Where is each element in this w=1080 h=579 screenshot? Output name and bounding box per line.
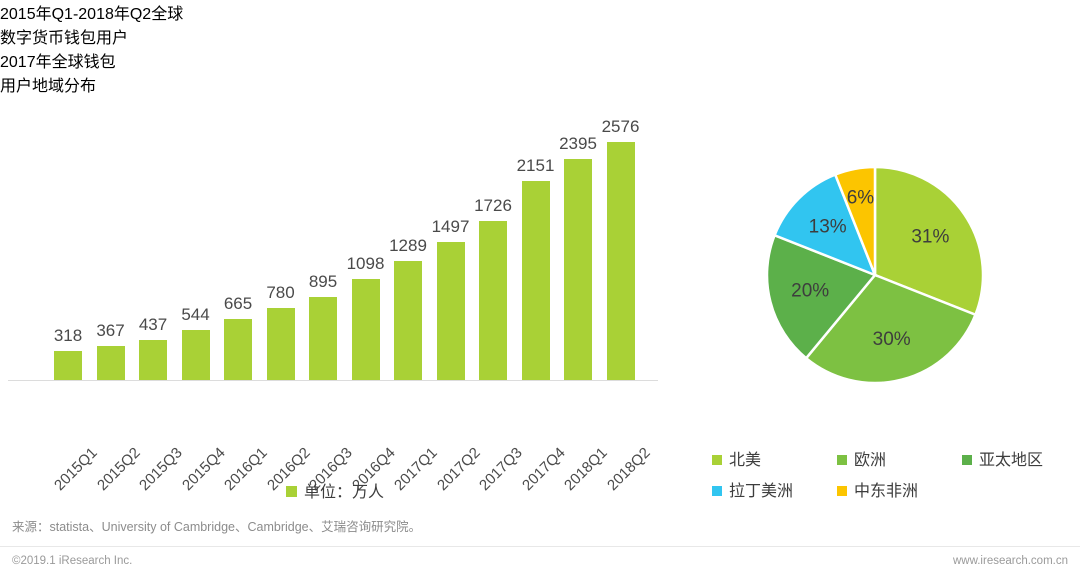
- pie-chart-title-line1: 2017年全球钱包: [0, 54, 116, 71]
- bar-value-label: 895: [308, 272, 338, 292]
- bar-rect[interactable]: [54, 350, 82, 380]
- pie-legend-item[interactable]: 北美: [712, 446, 761, 470]
- bar-column: 2151: [515, 100, 557, 380]
- pie-legend-item[interactable]: 亚太地区: [962, 446, 1043, 470]
- pie-legend-label: 欧洲: [854, 452, 887, 469]
- legend-swatch-icon: [837, 455, 847, 465]
- bar-chart-title-line1: 2015年Q1-2018年Q2全球: [0, 6, 184, 23]
- pie-slice[interactable]: [765, 233, 878, 360]
- bar-rect[interactable]: [309, 297, 337, 380]
- pie-legend-label: 拉丁美洲: [729, 483, 794, 500]
- bar-column: 1726: [472, 100, 514, 380]
- bar-rect[interactable]: [351, 278, 380, 380]
- bar-rect[interactable]: [479, 220, 507, 380]
- bar-chart-legend: 单位：万人: [0, 478, 670, 502]
- pie-slice[interactable]: [772, 172, 878, 278]
- bar-x-axis-line: [8, 380, 658, 381]
- bar-column: 318: [47, 100, 89, 380]
- source-note: 来源：statista、University of Cambridge、Camb…: [12, 520, 422, 534]
- pie-legend-label: 中东非洲: [854, 483, 919, 500]
- pie-slice-label: 30%: [873, 329, 911, 350]
- bar-rect[interactable]: [521, 181, 550, 380]
- bar-value-label: 780: [266, 282, 295, 302]
- bar-column: 437: [132, 100, 174, 380]
- pie-slice[interactable]: [833, 165, 877, 276]
- footer-bar: ©2019.1 iResearch Inc. www.iresearch.com…: [0, 546, 1080, 579]
- bar-value-label: 1497: [431, 216, 470, 236]
- bar-value-label: 665: [223, 293, 253, 313]
- bar-value-label: 1289: [389, 235, 427, 255]
- bar-column: 780: [260, 100, 302, 380]
- legend-swatch-icon: [962, 455, 972, 465]
- legend-swatch-icon: [285, 486, 297, 497]
- pie-slice[interactable]: [804, 273, 978, 385]
- bar-column: 665: [217, 100, 259, 380]
- pie-chart-legend: 北美 欧洲 亚太地区拉丁美洲 中东非洲: [712, 446, 1072, 508]
- bar-rect[interactable]: [394, 260, 422, 380]
- bar-value-label: 367: [96, 321, 125, 341]
- bar-rect[interactable]: [606, 142, 635, 380]
- bar-value-label: 437: [138, 314, 168, 334]
- bar-value-label: 544: [181, 304, 210, 324]
- bar-column: 895: [302, 100, 344, 380]
- pie-legend-item[interactable]: 欧洲: [837, 446, 886, 470]
- bar-column: 1098: [345, 100, 387, 380]
- bar-column: 2395: [557, 100, 599, 380]
- pie-slice-label: 13%: [809, 217, 847, 238]
- bar-column: 367: [90, 100, 132, 380]
- legend-swatch-icon: [837, 486, 847, 496]
- bar-value-label: 1098: [346, 253, 385, 273]
- pie-slice-label: 31%: [911, 226, 949, 247]
- legend-swatch-icon: [712, 486, 722, 496]
- bar-value-label: 2576: [601, 117, 640, 136]
- bar-value-label: 2151: [516, 156, 555, 176]
- bar-rect[interactable]: [224, 318, 252, 380]
- bar-chart: 318 367 437 544 665 780 895 1098 1289 1497 1726 215…: [0, 100, 670, 494]
- pie-legend-item[interactable]: 拉丁美洲: [712, 477, 793, 501]
- bar-rect[interactable]: [96, 346, 125, 380]
- pie-slice-label: 20%: [791, 281, 829, 302]
- pie-slice[interactable]: [873, 165, 985, 317]
- pie-slice-label: 6%: [847, 188, 875, 209]
- bar-plot-area: 318 367 437 544 665 780 895 1098 1289 1497 1726 215…: [0, 100, 670, 380]
- bar-chart-title: 2015年Q1-2018年Q2全球 数字货币钱包用户: [0, 0, 610, 48]
- bar-legend-label: 单位：万人: [303, 484, 384, 501]
- pie-chart: 31% 30% 20% 13% 6%: [745, 150, 1005, 400]
- bar-rect[interactable]: [564, 158, 592, 380]
- legend-swatch-icon: [712, 455, 722, 465]
- bar-value-label: 1726: [474, 195, 512, 215]
- bar-chart-title-line2: 数字货币钱包用户: [0, 30, 129, 47]
- pie-legend-item[interactable]: 中东非洲: [837, 477, 918, 501]
- bar-rect[interactable]: [436, 241, 465, 380]
- bar-value-label: 318: [53, 325, 83, 345]
- bar-value-label: 2395: [559, 133, 597, 153]
- pie-legend-label: 亚太地区: [979, 452, 1044, 469]
- bar-column: 544: [175, 100, 217, 380]
- pie-chart-svg: 31% 30% 20% 13%6%: [765, 165, 985, 385]
- bar-column: 1289: [387, 100, 429, 380]
- bar-rect[interactable]: [139, 339, 167, 380]
- copyright-text: ©2019.1 iResearch Inc.: [12, 555, 133, 567]
- bar-column: 2576: [600, 100, 642, 380]
- bar-rect[interactable]: [181, 329, 210, 380]
- website-url[interactable]: www.iresearch.com.cn: [952, 555, 1068, 567]
- pie-legend-label: 北美: [729, 452, 762, 469]
- bar-column: 1497: [430, 100, 472, 380]
- pie-chart-title-line2: 用户地域分布: [0, 78, 97, 95]
- bar-rect[interactable]: [266, 307, 295, 380]
- pie-chart-title: 2017年全球钱包 用户地域分布: [0, 48, 380, 96]
